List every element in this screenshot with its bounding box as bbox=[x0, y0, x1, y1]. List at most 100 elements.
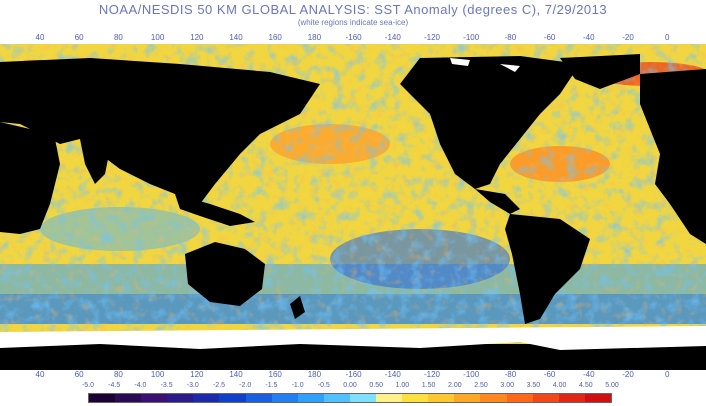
new-zealand-land bbox=[290, 296, 305, 319]
colorbar-label: 1.00 bbox=[395, 382, 410, 389]
longitude-label: 60 bbox=[74, 33, 84, 42]
longitude-label: -100 bbox=[463, 370, 480, 379]
colorbar-swatch bbox=[323, 394, 350, 402]
colorbar-label: 4.00 bbox=[552, 382, 567, 389]
sst-anomaly-map bbox=[0, 44, 706, 370]
colorbar-label: -2.0 bbox=[239, 382, 252, 389]
colorbar-swatch bbox=[193, 394, 220, 402]
longitude-label: -40 bbox=[583, 33, 595, 42]
colorbar-label: -1.0 bbox=[291, 382, 304, 389]
arctic-sea-ice-1 bbox=[450, 58, 470, 66]
longitude-label: 60 bbox=[74, 370, 84, 379]
longitude-label: 180 bbox=[307, 33, 322, 42]
colorbar bbox=[88, 393, 612, 403]
colorbar-label: 1.50 bbox=[421, 382, 436, 389]
longitude-label: -160 bbox=[345, 370, 362, 379]
colorbar-swatch bbox=[532, 394, 559, 402]
colorbar-swatch bbox=[141, 394, 168, 402]
indonesia-land bbox=[175, 194, 255, 226]
colorbar-label: 0.50 bbox=[369, 382, 383, 389]
europe-africa-land bbox=[640, 69, 706, 244]
longitude-label: -140 bbox=[384, 370, 401, 379]
map-subtitle: (white regions indicate sea-ice) bbox=[297, 18, 409, 27]
colorbar-swatch bbox=[245, 394, 272, 402]
colorbar-label: 2.50 bbox=[474, 382, 488, 389]
longitude-label: 40 bbox=[35, 33, 45, 42]
colorbar-label: -2.5 bbox=[212, 382, 226, 389]
longitude-label: -140 bbox=[384, 33, 401, 42]
colorbar-label: 3.00 bbox=[500, 382, 514, 389]
colorbar-swatch bbox=[89, 394, 116, 402]
colorbar-swatch bbox=[558, 394, 585, 402]
sea-ice bbox=[0, 58, 706, 350]
colorbar-swatch bbox=[584, 394, 611, 402]
map-title: NOAA/NESDIS 50 KM GLOBAL ANALYSIS: SST A… bbox=[98, 2, 608, 17]
longitude-label: -60 bbox=[543, 370, 556, 379]
longitude-label: 100 bbox=[150, 33, 165, 42]
longitude-label: 80 bbox=[113, 33, 123, 42]
longitude-label: 180 bbox=[307, 370, 322, 379]
colorbar-swatch bbox=[167, 394, 194, 402]
greenland-land bbox=[560, 54, 640, 89]
land-masses bbox=[0, 54, 706, 370]
longitude-label: 120 bbox=[190, 33, 204, 42]
longitude-label: 140 bbox=[229, 370, 243, 379]
longitude-axis-bottom: 40 60 80 100 120 140 160 180 -160 -140 -120 -100 -80… bbox=[0, 370, 706, 380]
longitude-label: -100 bbox=[463, 33, 480, 42]
longitude-label: -80 bbox=[504, 370, 517, 379]
longitude-label: -120 bbox=[423, 33, 441, 42]
colorbar-label: -4.5 bbox=[108, 382, 121, 389]
longitude-label: -160 bbox=[345, 33, 362, 42]
longitude-label: 120 bbox=[190, 370, 204, 379]
colorbar-swatch bbox=[271, 394, 298, 402]
colorbar-label: -3.5 bbox=[160, 382, 173, 389]
colorbar-label: -3.0 bbox=[186, 382, 199, 389]
colorbar-swatch bbox=[454, 394, 481, 402]
colorbar-swatch bbox=[480, 394, 507, 402]
longitude-label: 80 bbox=[113, 370, 123, 379]
colorbar-swatch bbox=[506, 394, 533, 402]
south-america-land bbox=[505, 214, 590, 324]
longitude-label: 0 bbox=[664, 370, 670, 379]
antarctica-land bbox=[0, 344, 706, 370]
arctic-sea-ice-2 bbox=[500, 64, 520, 72]
australia-land bbox=[185, 242, 265, 306]
colorbar-label: -0.5 bbox=[317, 382, 330, 389]
longitude-label: 160 bbox=[268, 370, 282, 379]
longitude-label: -80 bbox=[504, 33, 517, 42]
longitude-label: -40 bbox=[583, 370, 595, 379]
colorbar-swatch bbox=[297, 394, 324, 402]
colorbar-label: -5.0 bbox=[81, 382, 95, 389]
colorbar-label: -4.0 bbox=[134, 382, 147, 389]
colorbar-label: 5.00 bbox=[605, 382, 619, 389]
colorbar-labels: -5.0 -4.5 -4.0 -3.5 -3.0 -2.5 -2.0 -1.5 -1.0 -0.5… bbox=[0, 382, 706, 392]
antarctic-sea-ice bbox=[0, 326, 706, 350]
asia-land bbox=[0, 58, 320, 204]
africa-land bbox=[0, 122, 60, 234]
longitude-label: 40 bbox=[35, 370, 45, 379]
central-america-land bbox=[475, 189, 520, 214]
longitude-label: -20 bbox=[622, 33, 634, 42]
colorbar-swatch bbox=[219, 394, 246, 402]
colorbar-swatch bbox=[376, 394, 403, 402]
colorbar-swatch bbox=[428, 394, 455, 402]
north-america-land bbox=[400, 56, 580, 189]
longitude-label: -120 bbox=[423, 370, 441, 379]
longitude-label: -60 bbox=[543, 33, 556, 42]
colorbar-label: 4.50 bbox=[578, 382, 593, 389]
india-land bbox=[80, 139, 110, 184]
colorbar-label: 0.00 bbox=[343, 382, 357, 389]
colorbar-label: 2.00 bbox=[447, 382, 462, 389]
longitude-label: 100 bbox=[150, 370, 165, 379]
colorbar-label: 3.50 bbox=[526, 382, 541, 389]
map-canvas bbox=[0, 44, 706, 370]
longitude-label: 140 bbox=[229, 33, 243, 42]
colorbar-swatch bbox=[349, 394, 377, 402]
colorbar-swatch bbox=[115, 394, 142, 402]
longitude-label: 0 bbox=[664, 33, 670, 42]
longitude-label: 160 bbox=[268, 33, 282, 42]
longitude-axis-top: 40 60 80 100 120 140 160 180 -160 -140 -120 -100 -80… bbox=[0, 33, 706, 43]
longitude-label: -20 bbox=[622, 370, 634, 379]
colorbar-swatch bbox=[402, 394, 429, 402]
colorbar-label: -1.5 bbox=[265, 382, 278, 389]
